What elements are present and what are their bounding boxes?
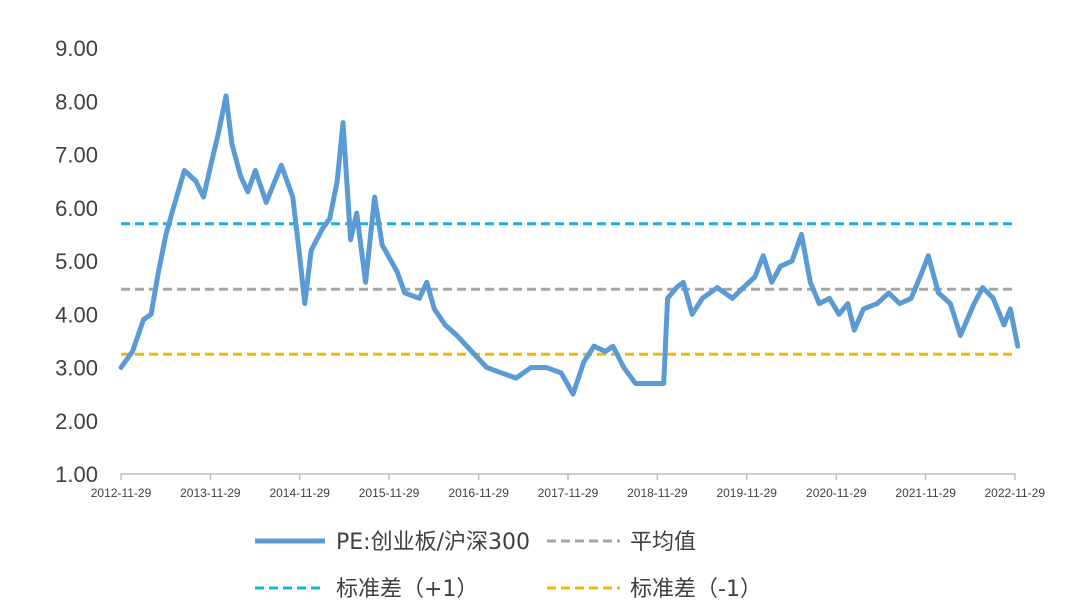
pe-series-group — [118, 93, 1021, 397]
legend-std-plus-1-label: 标准差（+1） — [336, 577, 478, 602]
x-tick-label-7: 2019-11-29 — [716, 486, 777, 500]
legend-pe-label: PE:创业板/沪深300 — [336, 530, 530, 555]
reference-lines — [121, 222, 1015, 356]
y-tick-label-5: 4.00 — [55, 302, 98, 327]
y-tick-label-7: 2.00 — [55, 409, 98, 434]
y-tick-label-3: 6.00 — [55, 196, 98, 221]
pe-series-line — [118, 93, 1021, 397]
y-tick-label-0: 9.00 — [55, 36, 98, 61]
legend-mean-label: 平均值 — [630, 530, 696, 555]
x-tick-label-0: 2012-11-29 — [91, 486, 152, 500]
y-tick-label-6: 3.00 — [55, 356, 98, 381]
y-tick-label-2: 7.00 — [55, 143, 98, 168]
x-tick-label-3: 2015-11-29 — [359, 486, 420, 500]
x-tick-label-6: 2018-11-29 — [627, 486, 688, 500]
y-tick-label-1: 8.00 — [55, 89, 98, 114]
x-tick-label-2: 2014-11-29 — [269, 486, 330, 500]
x-tick-label-10: 2022-11-29 — [985, 486, 1046, 500]
x-tick-label-8: 2020-11-29 — [806, 486, 867, 500]
x-tick-label-9: 2021-11-29 — [895, 486, 956, 500]
x-tick-label-5: 2017-11-29 — [538, 486, 599, 500]
x-tick-label-1: 2013-11-29 — [180, 486, 241, 500]
y-tick-label-4: 5.00 — [55, 249, 98, 274]
y-axis-tick-labels: 9.00 8.00 7.00 6.00 5.00 4.00 3.00 2.00 1.00 — [55, 36, 98, 487]
y-tick-label-8: 1.00 — [55, 462, 98, 487]
x-axis-ticks: 2012-11-29 2013-11-29 2014-11-29 2015-11-29… — [91, 474, 1046, 500]
x-tick-label-4: 2016-11-29 — [448, 486, 509, 500]
legend-std-minus-1-label: 标准差（-1） — [630, 577, 762, 602]
